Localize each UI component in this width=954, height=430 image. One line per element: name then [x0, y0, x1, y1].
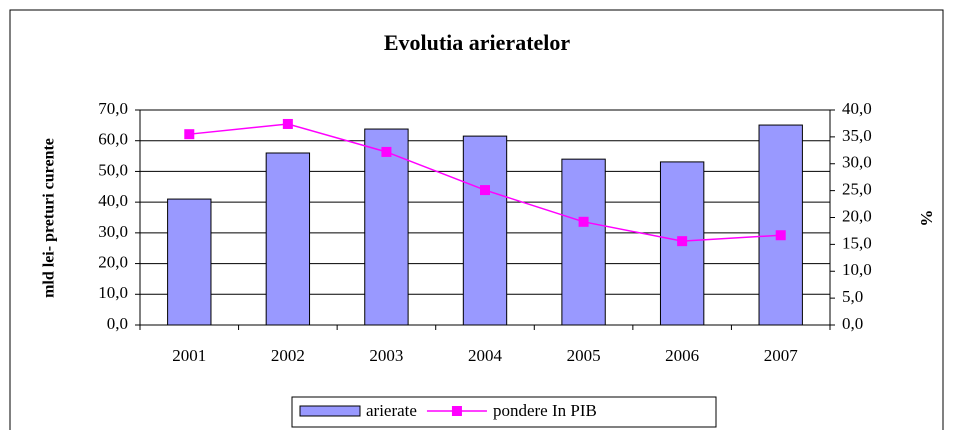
line-marker [578, 216, 589, 227]
legend-swatch [451, 406, 462, 416]
line-marker [184, 129, 195, 140]
x-tick-label: 2007 [764, 346, 799, 365]
y-tick-label: 20,0 [98, 252, 128, 271]
line-marker [381, 146, 392, 157]
bar [167, 198, 212, 326]
y2-tick-label: 40,0 [842, 99, 872, 118]
x-tick-label: 2001 [172, 346, 206, 365]
line-marker [677, 236, 688, 247]
bar [758, 124, 803, 326]
legend-label: arierate [366, 401, 417, 420]
line-marker [775, 230, 786, 241]
x-tick-label: 2004 [468, 346, 503, 365]
line-marker [282, 118, 293, 129]
y2-tick-label: 15,0 [842, 233, 872, 252]
y2-tick-label: 30,0 [842, 153, 872, 172]
bar [364, 128, 409, 326]
y-tick-label: 70,0 [98, 99, 128, 118]
y2-axis-label: % [917, 210, 936, 227]
bar [265, 152, 311, 326]
x-tick-label: 2003 [369, 346, 403, 365]
x-tick-label: 2005 [567, 346, 601, 365]
y2-tick-label: 0,0 [842, 314, 863, 333]
legend-label: pondere In PIB [493, 401, 597, 420]
y2-tick-label: 5,0 [842, 287, 863, 306]
y-tick-label: 10,0 [98, 283, 128, 302]
legend-swatch [299, 405, 361, 417]
bar [561, 158, 606, 326]
legend-box [291, 396, 717, 428]
y2-tick-label: 35,0 [842, 126, 872, 145]
x-tick-label: 2002 [271, 346, 305, 365]
y2-tick-label: 20,0 [842, 206, 872, 225]
chart-title: Evolutia arieratelor [384, 30, 571, 55]
y-axis-label: mld lei- preturi curente [41, 138, 58, 298]
y2-tick-label: 25,0 [842, 180, 872, 199]
y-tick-label: 50,0 [98, 160, 128, 179]
line-marker [480, 185, 490, 196]
y-tick-label: 40,0 [98, 191, 128, 210]
y2-tick-label: 10,0 [842, 260, 872, 279]
y-tick-label: 60,0 [98, 130, 128, 149]
x-tick-label: 2006 [665, 346, 699, 365]
bar [462, 135, 508, 326]
y-tick-label: 0,0 [107, 314, 128, 333]
y-tick-label: 30,0 [98, 222, 128, 241]
